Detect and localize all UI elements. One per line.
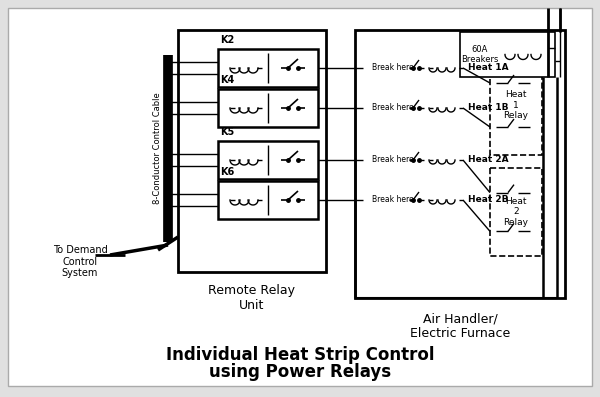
Text: using Power Relays: using Power Relays <box>209 363 391 381</box>
Text: Individual Heat Strip Control: Individual Heat Strip Control <box>166 346 434 364</box>
Text: Heat 2B: Heat 2B <box>468 195 509 204</box>
Text: 60A
Breakers: 60A Breakers <box>461 45 499 64</box>
Bar <box>218 49 318 87</box>
Text: Heat
2
Relay: Heat 2 Relay <box>503 197 529 227</box>
Text: Air Handler/
Electric Furnace: Air Handler/ Electric Furnace <box>410 312 510 340</box>
Bar <box>490 55 542 155</box>
Bar <box>218 181 318 219</box>
Text: 8-Conductor Control Cable: 8-Conductor Control Cable <box>154 93 163 204</box>
Bar <box>218 141 318 179</box>
Text: K6: K6 <box>220 167 234 177</box>
Text: To Demand
Control
System: To Demand Control System <box>53 245 107 278</box>
Text: Heat 1A: Heat 1A <box>468 64 509 73</box>
Text: K5: K5 <box>220 127 234 137</box>
Text: Break here: Break here <box>372 154 414 164</box>
Text: K2: K2 <box>220 35 234 45</box>
Bar <box>178 30 326 272</box>
Bar <box>218 89 318 127</box>
Bar <box>355 30 565 298</box>
Bar <box>460 32 555 77</box>
Bar <box>490 168 542 256</box>
Text: Heat
1
Relay: Heat 1 Relay <box>503 90 529 120</box>
Text: Heat 1B: Heat 1B <box>468 104 509 112</box>
Text: Remote Relay
Unit: Remote Relay Unit <box>209 284 296 312</box>
Text: Break here: Break here <box>372 195 414 204</box>
Text: K4: K4 <box>220 75 234 85</box>
Text: Heat 2A: Heat 2A <box>468 156 509 164</box>
Text: Break here: Break here <box>372 102 414 112</box>
Text: Break here: Break here <box>372 62 414 71</box>
